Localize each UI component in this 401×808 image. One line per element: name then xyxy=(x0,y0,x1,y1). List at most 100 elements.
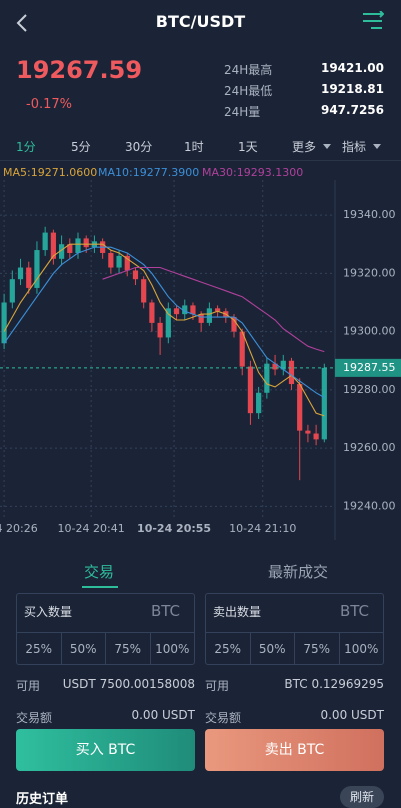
interval-tab[interactable]: 5分 xyxy=(71,140,91,154)
candle-body xyxy=(124,255,130,271)
interval-tab[interactable]: 1时 xyxy=(184,140,204,154)
candle-body xyxy=(239,331,245,367)
candle-body xyxy=(132,270,139,280)
tab-latest[interactable]: 最新成交 xyxy=(268,563,329,581)
y-tick-label: 19300.00 xyxy=(343,325,396,338)
available-value: 7500.00158008 USDT xyxy=(62,677,195,691)
menu-icon[interactable] xyxy=(362,11,384,31)
ma-legend: MA30:19293.1300 xyxy=(202,166,303,179)
change: -0.17% xyxy=(26,97,72,112)
amount-value: 0.00 USDT xyxy=(320,708,384,722)
candle-body xyxy=(272,363,278,370)
percent-button[interactable]: 75% xyxy=(294,633,339,665)
candle-body xyxy=(280,360,286,370)
ma-line xyxy=(3,243,325,417)
percent-button[interactable]: 100% xyxy=(149,633,195,665)
percent-row: 25% 50% 75% 100% xyxy=(206,632,383,665)
candle-body xyxy=(116,255,122,268)
candle-body xyxy=(17,267,24,280)
percent-button[interactable]: 50% xyxy=(249,633,295,665)
candle-body xyxy=(297,384,303,431)
available-label: 可用 xyxy=(205,679,230,693)
candle-body xyxy=(50,232,56,259)
y-tick-label: 19280.00 xyxy=(343,383,396,396)
stat-label: 24H最高 xyxy=(224,63,273,77)
stat-label: 24H量 xyxy=(224,105,261,119)
available-value: 0.12969295 BTC xyxy=(284,677,384,691)
amount-label: 卖出数量 xyxy=(213,605,262,619)
refresh-button[interactable]: 刷新 xyxy=(340,786,384,808)
candle-body xyxy=(288,360,295,385)
candle-body xyxy=(67,244,73,253)
available-label: 可用 xyxy=(16,679,41,693)
ma-line xyxy=(102,266,325,353)
stat-label: 24H最低 xyxy=(224,84,273,98)
amount-box[interactable]: 买入数量 BTC 25% 50% 75% 100% xyxy=(16,593,195,665)
chart: 19340.00 19320.00 19300.00 19280.00 19260.00… xyxy=(0,166,401,540)
buy-button[interactable]: 买入 BTC xyxy=(16,729,195,771)
percent-button[interactable]: 25% xyxy=(214,642,242,656)
unit: BTC xyxy=(150,602,180,620)
y-tick-label: 19260.00 xyxy=(343,441,396,454)
stat-value: 19218.81 xyxy=(320,82,384,96)
candle-body xyxy=(75,238,81,253)
amount-label: 交易额 xyxy=(205,711,242,725)
candle-body xyxy=(313,433,319,440)
tab-underline xyxy=(82,586,118,588)
interval-tab[interactable]: 更多 xyxy=(292,140,317,154)
candle-body xyxy=(58,244,65,259)
candle-body xyxy=(1,302,7,344)
ma-legend: MA5:19271.0600 xyxy=(3,166,97,179)
percent-button[interactable]: 75% xyxy=(105,633,150,665)
candle-body xyxy=(173,308,180,315)
candle-body xyxy=(83,238,89,248)
percent-button[interactable]: 50% xyxy=(60,633,106,665)
candle-body xyxy=(9,279,15,303)
candle-body xyxy=(264,363,270,393)
percent-button[interactable]: 100% xyxy=(338,633,384,665)
last-price-box xyxy=(335,358,401,377)
candle-body xyxy=(108,252,114,268)
y-tick-label: 19240.00 xyxy=(343,499,396,512)
amount-label: 交易额 xyxy=(16,711,53,725)
dropdown-arrow xyxy=(373,144,381,149)
interval-tab[interactable]: 30分 xyxy=(125,140,153,154)
last-price: 19267.59 xyxy=(16,56,143,84)
candle-body xyxy=(190,305,196,315)
candle-body xyxy=(214,308,221,312)
title: BTC/USDT xyxy=(155,12,246,31)
x-tick-label: 10-24 20:41 xyxy=(58,522,125,535)
interval-tab[interactable]: 1分 xyxy=(16,140,36,154)
ma-line xyxy=(3,246,325,398)
x-tick-label: 10-24 20:26 xyxy=(0,522,38,535)
candle-body xyxy=(182,305,188,315)
dropdown-arrow xyxy=(323,144,331,149)
ma-legend: MA10:19277.3900 xyxy=(98,166,199,179)
stat-value: 19421.00 xyxy=(320,61,384,75)
interval-tab[interactable]: 1天 xyxy=(238,140,258,154)
back-icon[interactable] xyxy=(14,13,30,33)
percent-button[interactable]: 25% xyxy=(25,642,53,656)
candle-body xyxy=(26,267,32,288)
y-tick-label: 19340.00 xyxy=(343,208,396,221)
y-tick-label: 19320.00 xyxy=(343,266,396,279)
tab-trade[interactable]: 交易 xyxy=(84,563,115,581)
candle-body xyxy=(206,308,212,323)
candle-body xyxy=(34,250,40,288)
amount-value: 0.00 USDT xyxy=(131,708,195,722)
x-tick-label: 10-24 20:55 xyxy=(137,522,211,535)
candle-body xyxy=(247,366,254,414)
candle-body xyxy=(198,314,204,323)
percent-row: 25% 50% 75% 100% xyxy=(17,632,194,665)
candle-body xyxy=(42,232,48,251)
sell-button[interactable]: 卖出 BTC xyxy=(205,729,384,771)
divider xyxy=(0,160,401,161)
candle-body xyxy=(231,317,237,332)
amount-label: 买入数量 xyxy=(24,605,73,619)
stat-value: 947.7256 xyxy=(320,103,384,117)
interval-tab[interactable]: 指标 xyxy=(342,140,367,154)
candle-body xyxy=(157,322,163,338)
candle-body xyxy=(141,279,147,303)
amount-box[interactable]: 卖出数量 BTC 25% 50% 75% 100% xyxy=(205,593,384,665)
